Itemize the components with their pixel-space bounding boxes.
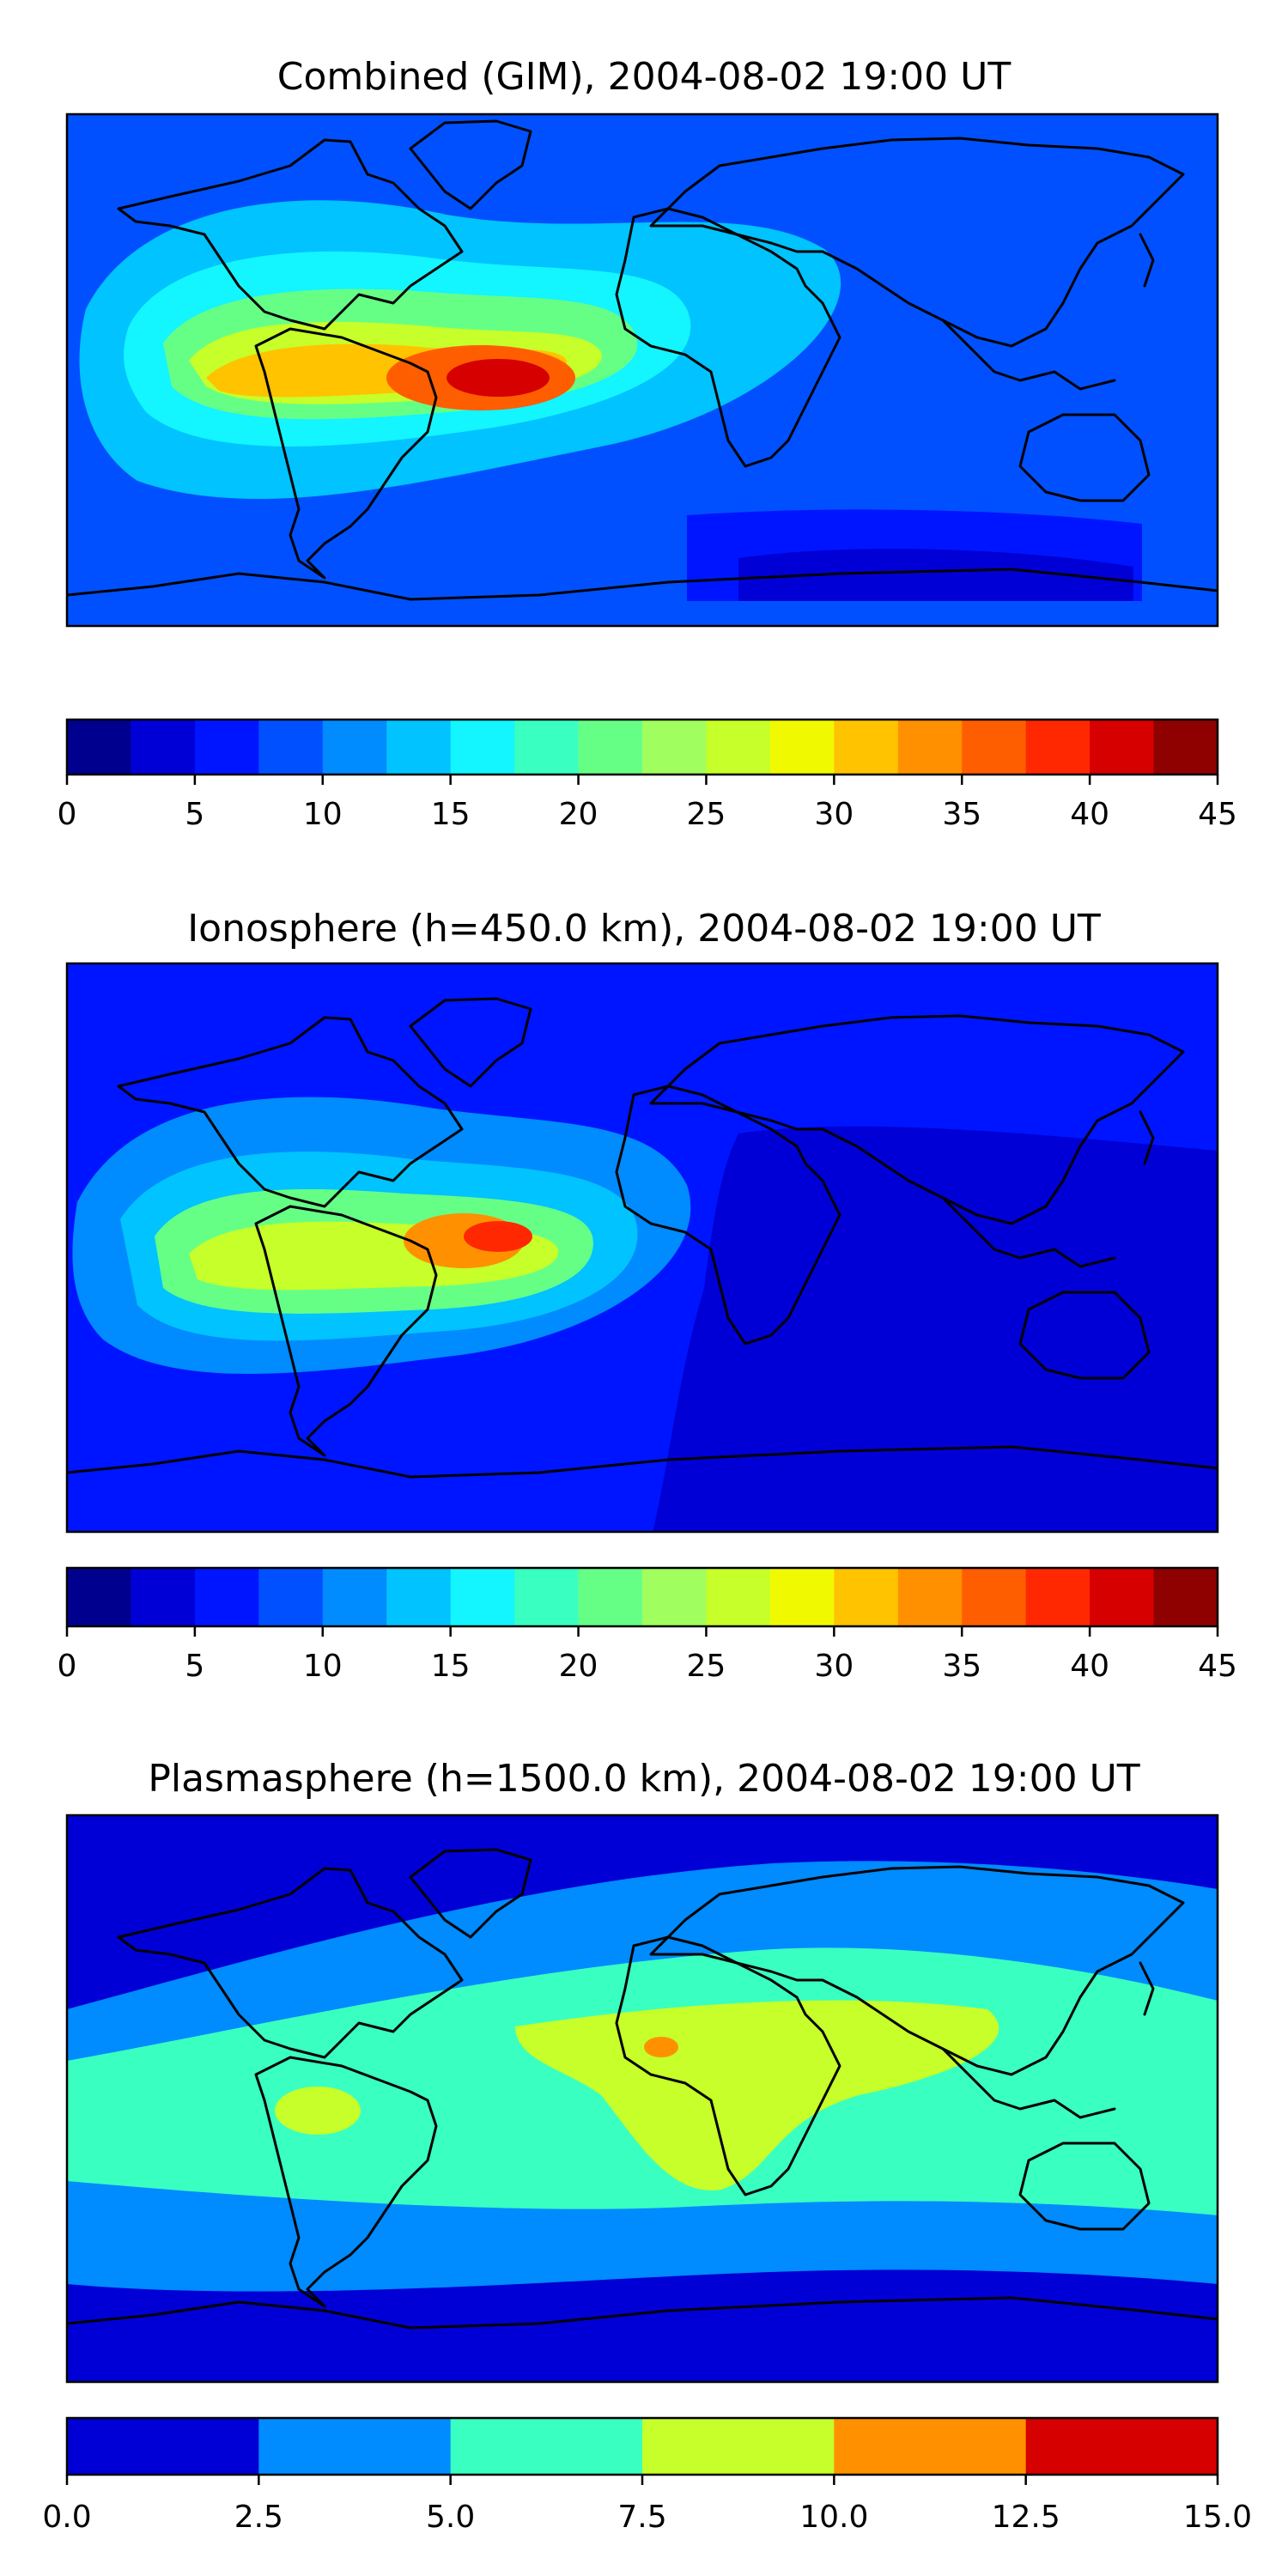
- colorbar-tick-label: 15: [431, 797, 471, 832]
- colorbar-tick-label: 2.5: [234, 2500, 283, 2535]
- colorbar-segment: [578, 720, 643, 775]
- map-fill-level-35: [464, 1221, 532, 1252]
- map-frame: [65, 962, 1219, 1534]
- colorbar-segment: [769, 1568, 835, 1626]
- colorbar-tick-label: 25: [687, 797, 726, 832]
- colorbar-tick-label: 10.0: [799, 2500, 868, 2535]
- map-frame: [65, 1814, 1219, 2384]
- colorbar-segment: [578, 1568, 643, 1626]
- colorbar-segment: [706, 720, 771, 775]
- colorbar-segment: [1025, 720, 1091, 775]
- colorbar-segment: [450, 1568, 515, 1626]
- panel-title: Plasmasphere (h=1500.0 km), 2004-08-02 1…: [148, 1757, 1139, 1801]
- map-fill-level-8-b: [275, 2087, 361, 2135]
- colorbar-segment: [834, 720, 899, 775]
- colorbar-tick-label: 10: [303, 1649, 343, 1684]
- colorbar-segment: [642, 1568, 707, 1626]
- colorbar-segment: [1153, 1568, 1218, 1626]
- map-fill-level-11: [644, 2037, 678, 2057]
- plasmasphere-panel: Plasmasphere (h=1500.0 km), 2004-08-02 1…: [42, 1757, 1252, 2535]
- colorbar-segment: [67, 2418, 259, 2475]
- colorbar-segment: [258, 1568, 324, 1626]
- colorbar: 0.0 2.5 5.0 7.5 10.0 12.5 15.0: [42, 2416, 1252, 2535]
- colorbar-tick-label: 25: [687, 1649, 726, 1684]
- colorbar-frame: [65, 1566, 1219, 1628]
- colorbar-segment: [386, 1568, 452, 1626]
- ionosphere-panel: Ionosphere (h=450.0 km), 2004-08-02 19:0…: [58, 907, 1237, 1684]
- colorbar-segment: [962, 1568, 1027, 1626]
- colorbar-segment: [194, 1568, 259, 1626]
- colorbar-segment: [322, 1568, 387, 1626]
- colorbar-tick-label: 45: [1198, 1649, 1237, 1684]
- colorbar-segment: [706, 1568, 771, 1626]
- colorbar-tick-label: 30: [814, 1649, 854, 1684]
- colorbar-tick-label: 5: [185, 1649, 204, 1684]
- colorbar-segment: [131, 1568, 196, 1626]
- colorbar-tick-label: 0: [58, 1649, 77, 1684]
- colorbar-segment: [834, 2418, 1027, 2475]
- colorbar-segment: [962, 720, 1027, 775]
- colorbar-segment: [258, 2418, 452, 2475]
- map-area: [65, 962, 1219, 1534]
- map-fill-level-8: [515, 2000, 999, 2190]
- colorbar-tick-label: 45: [1198, 797, 1237, 832]
- map-fill-level-3: [653, 1126, 1218, 1532]
- colorbar-segment: [322, 720, 387, 775]
- panel-title: Ionosphere (h=450.0 km), 2004-08-02 19:0…: [187, 907, 1101, 951]
- colorbar-segment: [897, 720, 963, 775]
- colorbar-segment: [67, 1568, 131, 1626]
- colorbar-tick-label: 35: [942, 1649, 981, 1684]
- colorbar-segment: [642, 2418, 835, 2475]
- map-frame: [65, 112, 1219, 628]
- map-area: [65, 112, 1219, 628]
- colorbar-frame: [65, 718, 1219, 776]
- colorbar-tick-label: 5.0: [426, 2500, 475, 2535]
- colorbar-segment: [67, 720, 131, 775]
- colorbar-segment: [1025, 1568, 1091, 1626]
- map-fill-level-40: [447, 359, 550, 397]
- colorbar-tick-label: 10: [303, 797, 343, 832]
- colorbar-segment: [514, 1568, 580, 1626]
- combined-gim-panel: Combined (GIM), 2004-08-02 19:00 UT 0 5 10…: [58, 55, 1237, 832]
- colorbar-tick-label: 40: [1070, 1649, 1109, 1684]
- colorbar-tick-label: 15.0: [1183, 2500, 1252, 2535]
- colorbar-tick-label: 35: [942, 797, 981, 832]
- colorbar-segment: [1090, 1568, 1155, 1626]
- colorbar-segment: [642, 720, 707, 775]
- colorbar-segment: [1025, 2418, 1218, 2475]
- colorbar-tick-label: 40: [1070, 797, 1109, 832]
- colorbar-segment: [258, 720, 324, 775]
- colorbar-tick-label: 30: [814, 797, 854, 832]
- colorbar-tick-label: 20: [559, 1649, 598, 1684]
- colorbar: 0 5 10 15 20 25 30 35 40 45: [58, 1566, 1237, 1684]
- colorbar-tick-label: 0: [58, 797, 77, 832]
- colorbar-tick-label: 20: [559, 797, 598, 832]
- colorbar-segment: [897, 1568, 963, 1626]
- colorbar-segment: [194, 720, 259, 775]
- colorbar-segment: [834, 1568, 899, 1626]
- colorbar-segment: [386, 720, 452, 775]
- colorbar-tick-label: 7.5: [617, 2500, 666, 2535]
- colorbar-segment: [769, 720, 835, 775]
- panel-title: Combined (GIM), 2004-08-02 19:00 UT: [277, 55, 1012, 99]
- map-fill-level-3: [738, 549, 1133, 601]
- colorbar-tick-label: 5: [185, 797, 204, 832]
- colorbar: 0 5 10 15 20 25 30 35 40 45: [58, 718, 1237, 832]
- map-area: [65, 1814, 1219, 2384]
- colorbar-segment: [514, 720, 580, 775]
- colorbar-tick-label: 12.5: [992, 2500, 1060, 2535]
- colorbar-segment: [1090, 720, 1155, 775]
- colorbar-tick-label: 0.0: [42, 2500, 91, 2535]
- colorbar-segment: [131, 720, 196, 775]
- colorbar-segment: [450, 2418, 643, 2475]
- colorbar-segment: [450, 720, 515, 775]
- colorbar-segment: [1153, 720, 1218, 775]
- colorbar-tick-label: 15: [431, 1649, 471, 1684]
